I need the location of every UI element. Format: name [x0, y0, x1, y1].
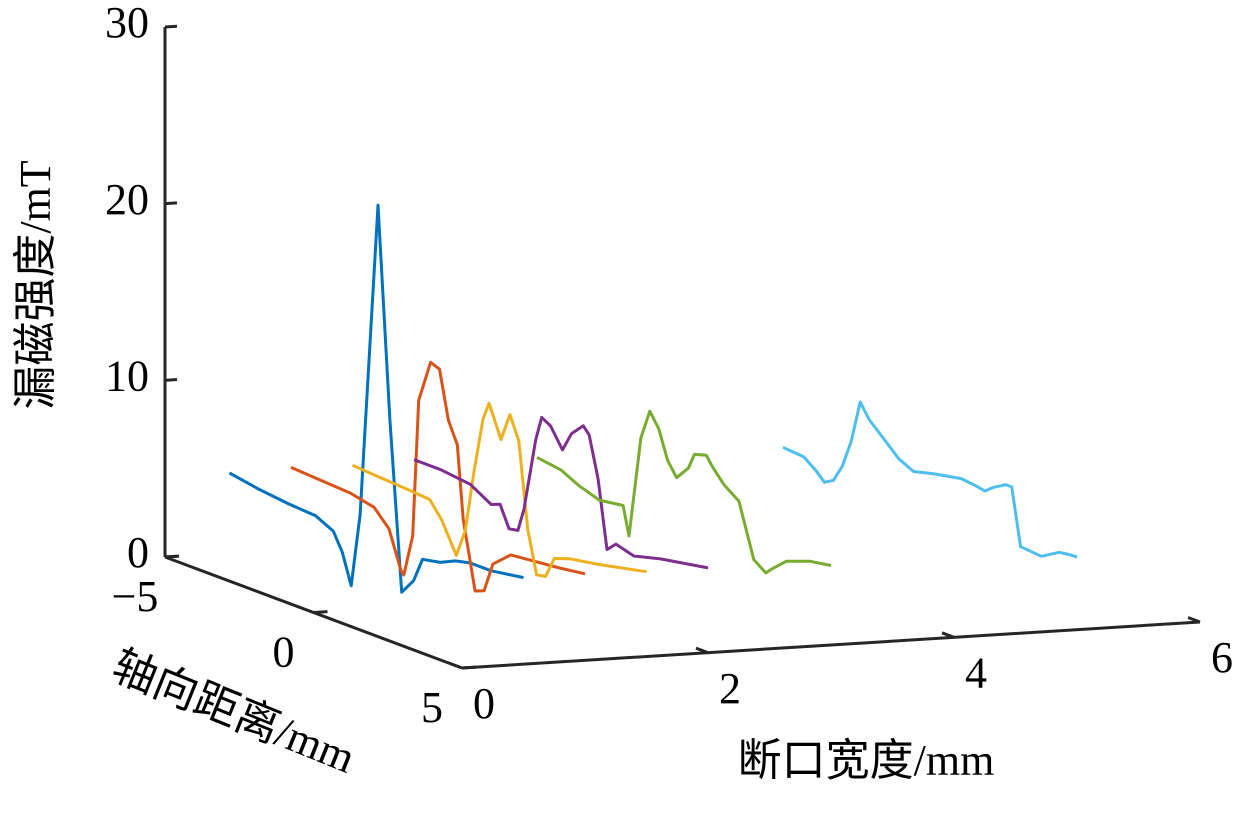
- line-series: [290, 360, 586, 593]
- z-tick-label: 0: [127, 528, 149, 577]
- y-tick-label: −5: [112, 572, 159, 621]
- x-tick-label: 6: [1211, 633, 1233, 682]
- y-tick-label: 0: [273, 628, 295, 677]
- line-series: [228, 203, 524, 594]
- x-tick-label: 4: [965, 648, 987, 697]
- y-tick: [164, 554, 180, 559]
- line-series: [413, 415, 709, 570]
- x-tick: [941, 631, 955, 639]
- x-tick: [1187, 616, 1201, 624]
- x-tick: [449, 662, 463, 670]
- x-tick-label: 2: [719, 664, 741, 713]
- x-axis-line: [461, 620, 1201, 670]
- line-series: [536, 409, 832, 575]
- z-tick-label: 30: [105, 0, 149, 47]
- z-tick-label: 10: [105, 351, 149, 400]
- y-tick-label: 5: [421, 683, 443, 732]
- y-tick: [313, 610, 328, 614]
- y-tick: [461, 665, 477, 670]
- line-series: [782, 400, 1078, 559]
- z-tick: [164, 24, 178, 29]
- x-tick: [695, 646, 709, 655]
- z-axis-label: 漏磁强度/mT: [11, 160, 60, 409]
- line-series: [351, 401, 647, 578]
- z-tick: [164, 201, 178, 206]
- z-tick-label: 20: [105, 175, 149, 224]
- y-axis-label: 轴向距离/mm: [105, 641, 361, 783]
- x-tick-label: 0: [473, 679, 495, 728]
- x-axis-label: 断口宽度/mm: [738, 736, 995, 785]
- z-tick: [164, 378, 178, 382]
